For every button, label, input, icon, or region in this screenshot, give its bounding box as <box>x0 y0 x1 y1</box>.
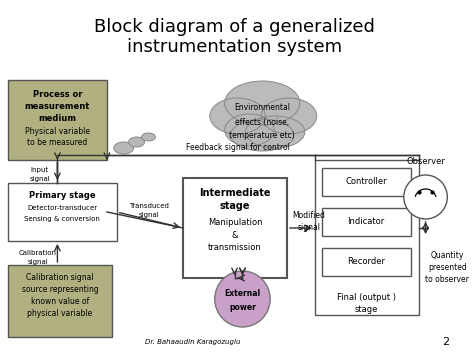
Text: Dr. Bahaaudin Karagozuglu: Dr. Bahaaudin Karagozuglu <box>145 339 241 345</box>
Text: effects (noise,: effects (noise, <box>235 118 289 126</box>
Text: signal: signal <box>139 212 160 218</box>
FancyBboxPatch shape <box>322 248 410 276</box>
Text: power: power <box>229 302 256 311</box>
Ellipse shape <box>225 114 274 146</box>
Text: Physical variable: Physical variable <box>25 127 90 136</box>
Text: Manipulation: Manipulation <box>208 218 262 227</box>
FancyBboxPatch shape <box>315 160 419 315</box>
Ellipse shape <box>114 142 134 154</box>
Text: to be measured: to be measured <box>27 138 88 147</box>
Ellipse shape <box>128 137 145 147</box>
Text: Primary stage: Primary stage <box>29 191 96 200</box>
Text: medium: medium <box>38 114 76 123</box>
Text: signal: signal <box>297 224 320 233</box>
Text: 2: 2 <box>442 337 449 347</box>
Text: signal: signal <box>27 259 48 265</box>
Text: Sensing & conversion: Sensing & conversion <box>25 216 100 222</box>
Text: Transduced: Transduced <box>129 203 169 209</box>
Ellipse shape <box>246 116 305 148</box>
Circle shape <box>215 271 270 327</box>
Text: physical variable: physical variable <box>27 309 92 318</box>
Text: Recorder: Recorder <box>347 257 385 267</box>
Circle shape <box>404 175 447 219</box>
Text: Calibration: Calibration <box>18 250 56 256</box>
Text: temperature etc): temperature etc) <box>229 131 295 140</box>
Ellipse shape <box>225 81 300 125</box>
Text: measurement: measurement <box>25 102 90 111</box>
Text: Quantity: Quantity <box>431 251 464 260</box>
Text: to observer: to observer <box>425 274 469 284</box>
FancyBboxPatch shape <box>322 168 410 196</box>
Text: &: & <box>232 231 238 240</box>
Text: Modified: Modified <box>292 212 325 220</box>
Text: source representing: source representing <box>21 285 98 294</box>
FancyBboxPatch shape <box>8 183 117 241</box>
Text: Observer: Observer <box>406 158 445 166</box>
FancyBboxPatch shape <box>183 178 287 278</box>
Ellipse shape <box>210 98 265 134</box>
Text: stage: stage <box>355 305 378 314</box>
FancyBboxPatch shape <box>8 265 112 337</box>
Text: Block diagram of a generalized: Block diagram of a generalized <box>94 18 375 36</box>
Text: External: External <box>224 289 261 299</box>
Text: Intermediate: Intermediate <box>199 188 271 198</box>
Text: Indicator: Indicator <box>347 218 385 226</box>
Text: presented: presented <box>428 262 467 272</box>
Ellipse shape <box>230 119 294 151</box>
Text: instrumentation system: instrumentation system <box>127 38 342 56</box>
Text: Final (output ): Final (output ) <box>337 293 396 302</box>
FancyBboxPatch shape <box>322 208 410 236</box>
FancyBboxPatch shape <box>8 80 107 160</box>
Text: Feedback signal for control: Feedback signal for control <box>186 142 290 152</box>
Text: transmission: transmission <box>208 243 262 252</box>
Text: signal: signal <box>29 176 50 182</box>
Text: Controller: Controller <box>346 178 387 186</box>
Text: stage: stage <box>220 201 250 211</box>
Ellipse shape <box>261 98 317 134</box>
Text: Detector-transducer: Detector-transducer <box>27 205 98 211</box>
Text: Calibration signal: Calibration signal <box>26 273 94 282</box>
Text: Input: Input <box>30 167 49 173</box>
Text: Environmental: Environmental <box>234 104 290 113</box>
Text: Process or: Process or <box>33 90 82 99</box>
Ellipse shape <box>142 133 155 141</box>
Text: known value of: known value of <box>31 297 89 306</box>
